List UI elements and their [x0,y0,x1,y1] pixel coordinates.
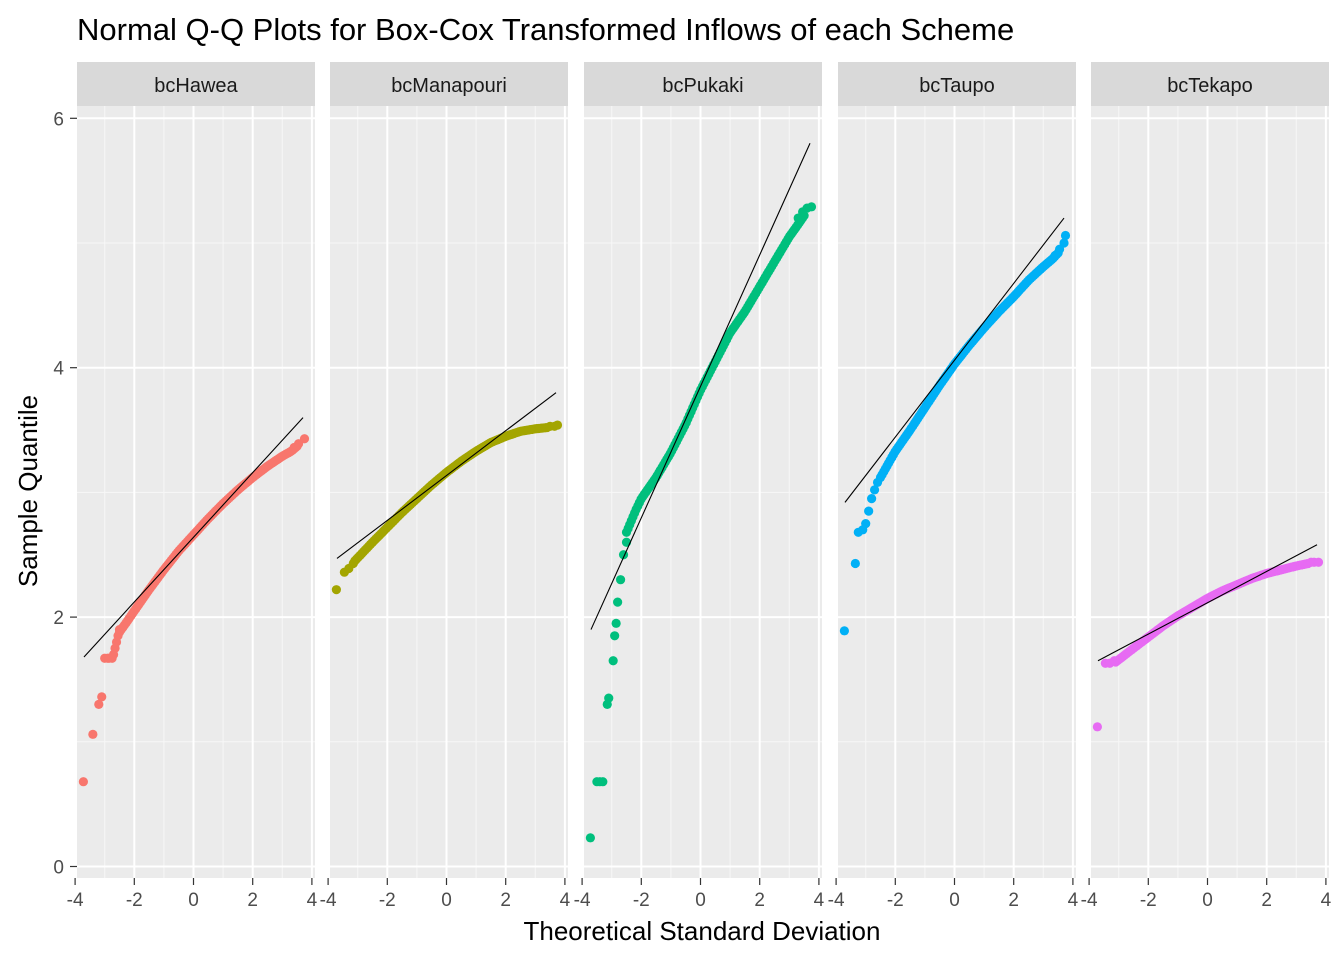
data-point [861,518,871,529]
data-point [864,506,874,516]
x-tick-label: -4 [320,890,337,911]
x-tick-label: 4 [560,890,571,911]
data-point [850,558,860,569]
facet-strip-label: bcTaupo [919,75,995,97]
data-point [598,777,608,787]
facet-panel-bcPukaki: bcPukaki -4 -2 0 2 4 [574,62,825,911]
facet-strip [1091,62,1329,106]
y-tick-label: 6 [53,109,64,130]
data-point [615,575,626,585]
chart-title: Normal Q-Q Plots for Box-Cox Transformed… [77,12,1014,47]
x-tick-label: 4 [307,890,318,911]
x-tick-label: 4 [1068,890,1079,911]
data-point [94,699,104,709]
x-tick-label: -4 [574,890,591,911]
y-tick-label: 2 [53,608,64,629]
x-tick-label: 2 [1008,890,1019,911]
data-point [1313,557,1324,567]
qq-reference-line [590,143,811,630]
data-point [331,585,341,595]
facet-strip-label: bcHawea [154,75,238,97]
x-tick-label: -2 [126,890,143,911]
data-point [1060,230,1071,241]
qq-reference-line [336,392,557,559]
data-point [611,618,621,628]
data-point [552,420,563,430]
x-tick-label: -2 [887,890,904,911]
facet-panel-bcTekapo: bcTekapo -4 -2 0 2 4 [1081,62,1332,911]
x-tick-label: 2 [754,890,765,911]
data-point [610,631,620,641]
y-axis-title: Sample Quantile [13,395,43,587]
x-tick-label: 4 [1321,890,1332,911]
data-point [839,626,849,636]
facet-strip-label: bcManapouri [391,75,507,97]
data-point [608,656,618,666]
x-tick-label: 2 [500,890,511,911]
facet-strip-label: bcTekapo [1167,75,1253,97]
x-tick-label: 0 [1202,890,1213,911]
qq-reference-line [83,417,304,658]
x-tick-label: -2 [1140,890,1157,911]
x-tick-label: -4 [828,890,845,911]
qq-reference-line [1097,544,1318,662]
data-point [604,693,614,703]
x-tick-label: 0 [188,890,199,911]
facet-panel-bcManapouri: bcManapouri -4 -2 0 2 4 [320,62,571,911]
facet-strip [77,62,315,106]
x-tick-label: -2 [379,890,396,911]
data-point [299,434,310,444]
facet-strip [838,62,1076,106]
x-tick-label: 0 [949,890,960,911]
y-axis: 0 2 4 6 [53,109,77,879]
x-axis-title: Theoretical Standard Deviation [524,916,881,946]
facet-strip [330,62,568,106]
data-point [585,833,595,843]
x-tick-label: 2 [1261,890,1272,911]
y-tick-label: 0 [53,858,64,879]
data-point [869,485,880,495]
data-point [78,777,88,787]
data-point [806,202,817,212]
data-point [1059,238,1069,248]
qq-reference-line [844,217,1065,503]
x-tick-label: -4 [67,890,84,911]
data-point [97,692,107,702]
facet-panel-bcTaupo: bcTaupo -4 -2 0 2 4 [828,62,1079,911]
x-tick-label: -2 [633,890,650,911]
x-tick-label: -4 [1081,890,1098,911]
facet-strip [584,62,822,106]
x-tick-label: 4 [814,890,825,911]
data-point [613,597,623,607]
facet-panel-bcHawea: bcHawea -4 -2 0 2 4 [67,62,318,911]
x-tick-label: 0 [441,890,452,911]
data-point [1092,722,1102,732]
x-tick-label: 0 [695,890,706,911]
facet-strip-label: bcPukaki [662,75,743,97]
x-tick-label: 2 [247,890,258,911]
y-tick-label: 4 [53,359,64,380]
data-point [867,494,877,504]
data-point [88,729,98,739]
